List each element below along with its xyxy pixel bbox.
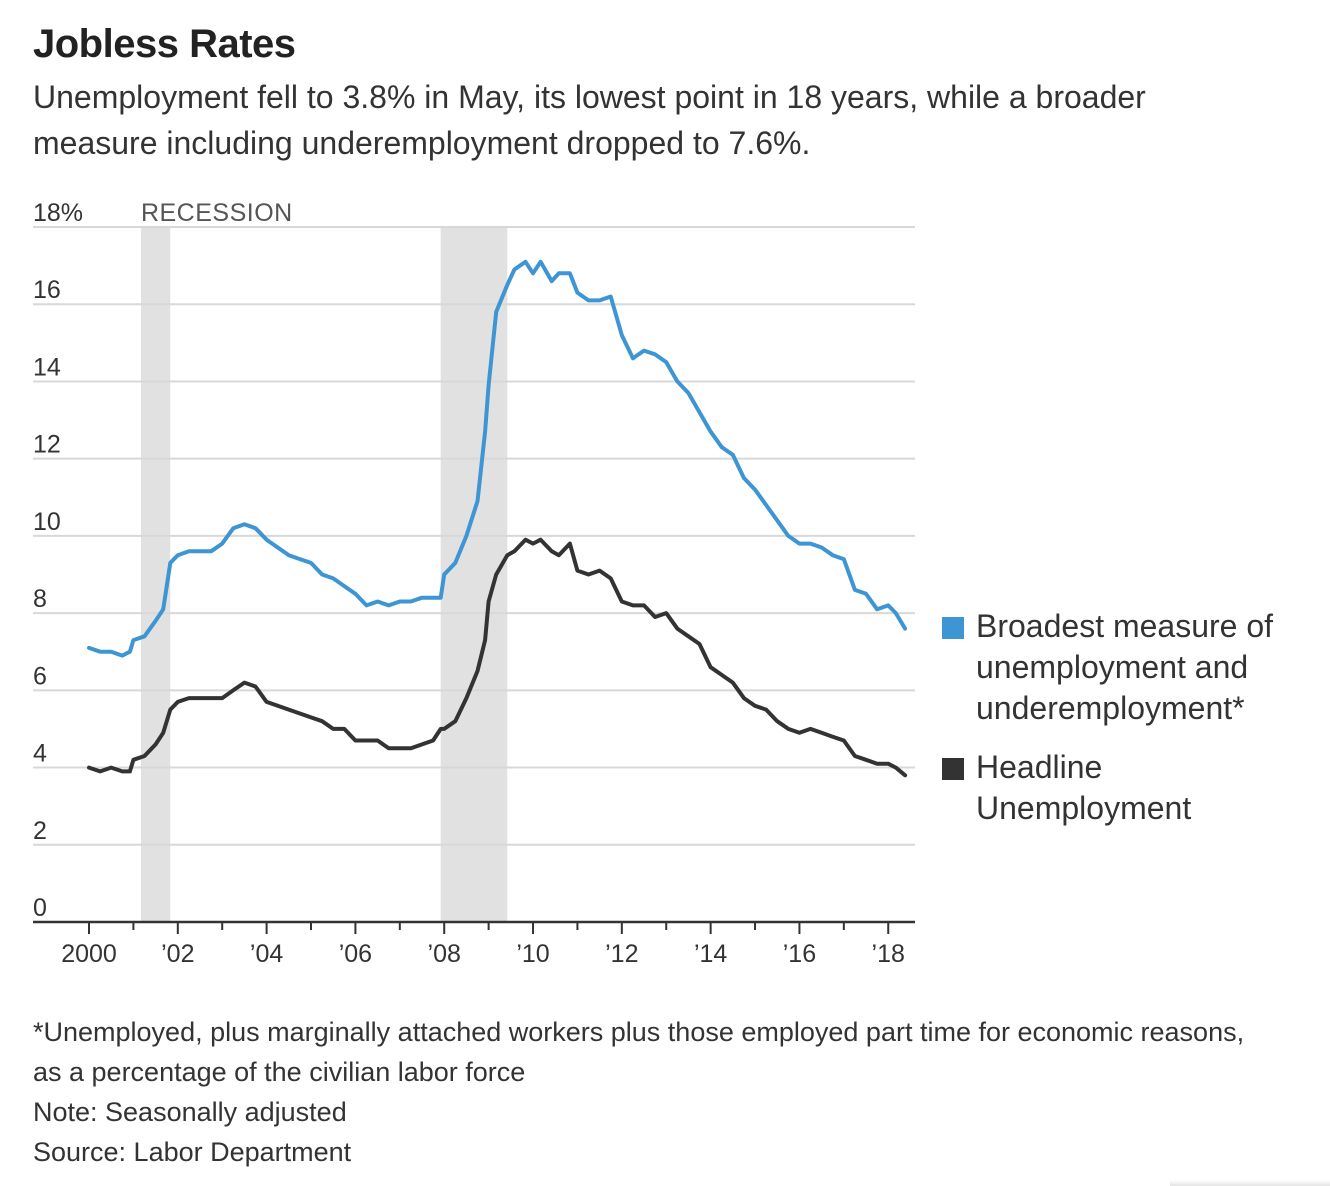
y-tick-label-2: 2 [33, 817, 47, 845]
legend: Broadest measure of unemployment and und… [942, 606, 1302, 847]
y-tick-label-16: 16 [33, 276, 61, 304]
bottom-edge-shadow [1170, 1180, 1330, 1186]
footnotes: *Unemployed, plus marginally attached wo… [33, 1012, 1273, 1172]
y-tick-label-6: 6 [33, 662, 47, 690]
chart-subtitle: Unemployment fell to 3.8% in May, its lo… [33, 79, 1146, 161]
legend-swatch-headline [942, 758, 964, 780]
series-line-0 [87, 259, 908, 658]
gridlines [33, 226, 915, 846]
x-tick-label-2016: ’16 [783, 940, 816, 968]
x-tick-label-2004: ’04 [250, 940, 283, 968]
x-tick-label-2018: ’18 [872, 940, 905, 968]
legend-item-broad: Broadest measure of unemployment and und… [942, 606, 1302, 729]
x-tick-label-2014: ’14 [694, 940, 727, 968]
series-lines [87, 259, 908, 778]
line-chart: 0 2 4 6 8 10 12 14 16 18% RECESSION 2000 ’02 ’04 ’06 ’0… [33, 199, 915, 968]
legend-swatch-broad [942, 617, 964, 639]
x-tick-label-2002: ’02 [161, 940, 194, 968]
y-tick-label-10: 10 [33, 508, 61, 536]
y-tick-label-8: 8 [33, 585, 47, 613]
x-tick-label-2006: ’06 [339, 940, 372, 968]
legend-label-broad: Broadest measure of unemployment and und… [976, 608, 1274, 726]
footnote-note: Note: Seasonally adjusted [33, 1097, 347, 1127]
y-tick-label-12: 12 [33, 431, 61, 459]
y-tick-label-14: 14 [33, 353, 61, 381]
x-tick-label-2008: ’08 [428, 940, 461, 968]
legend-label-headline: Headline Unemployment [976, 749, 1192, 826]
footnote-source: Source: Labor Department [33, 1137, 352, 1167]
x-axis [33, 920, 915, 934]
chart-title: Jobless Rates [33, 22, 296, 66]
y-tick-label-0: 0 [33, 894, 47, 922]
footnote-definition: *Unemployed, plus marginally attached wo… [33, 1017, 1245, 1087]
y-tick-label-4: 4 [33, 740, 47, 768]
x-tick-label-2012: ’12 [605, 940, 638, 968]
recession-band-0 [140, 227, 171, 922]
recession-label: RECESSION [141, 199, 293, 227]
axis-labels: 0 2 4 6 8 10 12 14 16 18% RECESSION 2000 ’02 ’04 ’06 ’0… [33, 199, 905, 968]
x-tick-label-2000: 2000 [61, 940, 117, 968]
y-tick-label-18: 18% [33, 199, 83, 227]
x-tick-label-2010: ’10 [516, 940, 549, 968]
legend-item-headline: Headline Unemployment [942, 747, 1302, 829]
series-line-1 [87, 537, 908, 778]
